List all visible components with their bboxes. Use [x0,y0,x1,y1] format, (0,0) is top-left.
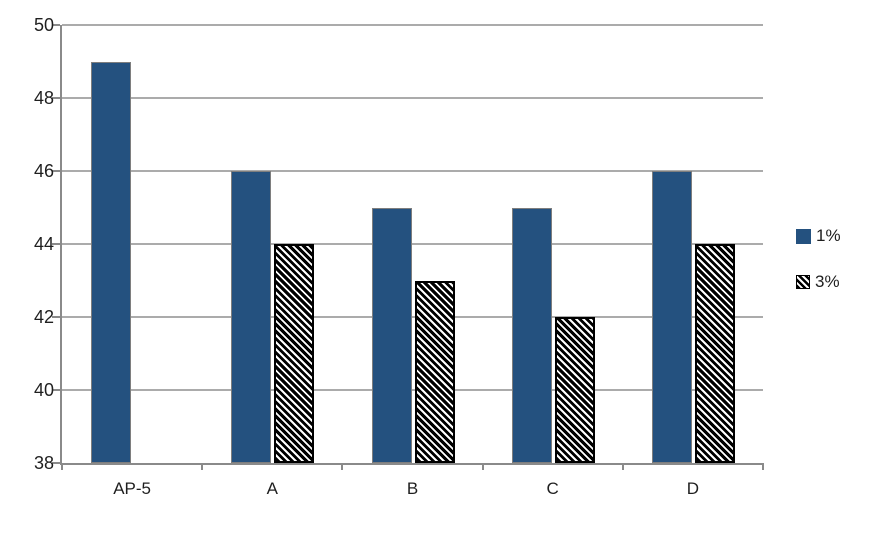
gridline [62,170,763,172]
x-axis-label: AP-5 [113,479,151,498]
x-axis-label: C [546,479,559,498]
legend-item-1%: 1% [796,226,841,246]
y-axis-tick [52,97,60,99]
x-axis-tick [762,463,764,470]
legend-item-3%: 3% [796,272,841,292]
gridline [62,243,763,245]
y-axis-tick [52,24,60,26]
x-axis-label: D [686,479,700,498]
gridline [62,24,763,26]
y-axis-tick [52,462,60,464]
y-axis-label: 50 [33,15,54,35]
gridline [62,97,763,99]
y-axis-label: 44 [33,234,54,254]
y-axis-label: 40 [33,380,54,400]
y-axis-tick [52,389,60,391]
y-axis-label: 42 [33,307,54,327]
legend-label: 3% [815,272,840,291]
bar-1%-D [651,171,692,463]
y-axis-label: 38 [33,453,54,473]
bar-3%-A [274,244,315,463]
gridline [62,316,763,318]
legend-label: 1% [816,226,841,245]
x-axis-tick [201,463,204,470]
bar-3%-D [694,244,735,463]
x-axis-tick [61,463,63,470]
gridline [62,389,763,391]
x-axis-tick [341,463,344,470]
bar-3%-C [554,317,595,463]
bar-1%-B [371,207,412,463]
bar-1%-AP-5 [91,61,132,463]
y-axis-tick [52,243,60,245]
x-axis-tick [481,463,484,470]
y-axis-line [60,25,62,465]
x-axis-label: B [406,479,419,498]
bar-1%-A [231,171,272,463]
y-axis-tick [52,316,60,318]
bar-3%-B [414,280,455,463]
legend: 1% 3% [796,226,841,292]
x-axis-tick [621,463,624,470]
legend-swatch-icon [796,228,811,244]
x-axis-line [60,463,763,465]
y-axis-tick [52,170,60,172]
x-axis-label: A [266,479,278,498]
legend-swatch-icon [796,275,810,289]
bar-1%-C [511,207,552,463]
y-axis-label: 46 [33,161,54,181]
y-axis-label: 48 [33,88,54,108]
